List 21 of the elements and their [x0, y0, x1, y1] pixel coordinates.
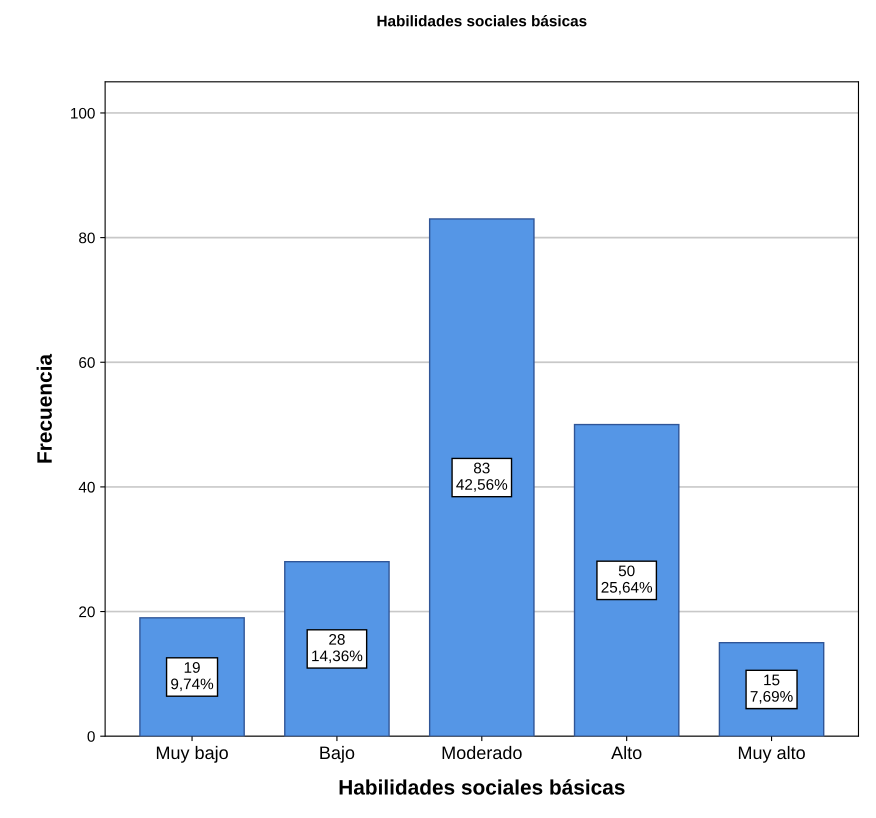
data-label: 50 25,64%: [602, 565, 652, 595]
bar: [574, 424, 680, 736]
x-axis-title: Habilidades sociales básicas: [340, 779, 625, 795]
data-label: 28 14,36%: [312, 634, 362, 664]
y-tick-label: 60: [79, 357, 95, 368]
y-tick-label: 80: [79, 232, 95, 244]
y-axis-title: Frecuencia: [36, 354, 52, 463]
x-tick-label: Bajo: [320, 746, 354, 763]
x-tick-label: Muy alto: [738, 746, 805, 763]
x-tick-label: Moderado: [442, 746, 522, 760]
y-tick-label: 0: [88, 731, 95, 742]
y-tick-label: 100: [71, 108, 95, 119]
bar: [428, 218, 535, 736]
y-tick-label: 40: [78, 482, 95, 493]
y-tick-label: 20: [79, 606, 95, 618]
data-label: 83 42,56%: [456, 462, 508, 492]
x-tick-label: Muy bajo: [156, 746, 228, 763]
chart-title: Habilidades sociales básicas: [378, 15, 586, 26]
data-label: 15 7,69%: [750, 674, 793, 704]
data-label: 19 9,74%: [171, 662, 214, 692]
x-tick-label: Alto: [611, 746, 642, 760]
